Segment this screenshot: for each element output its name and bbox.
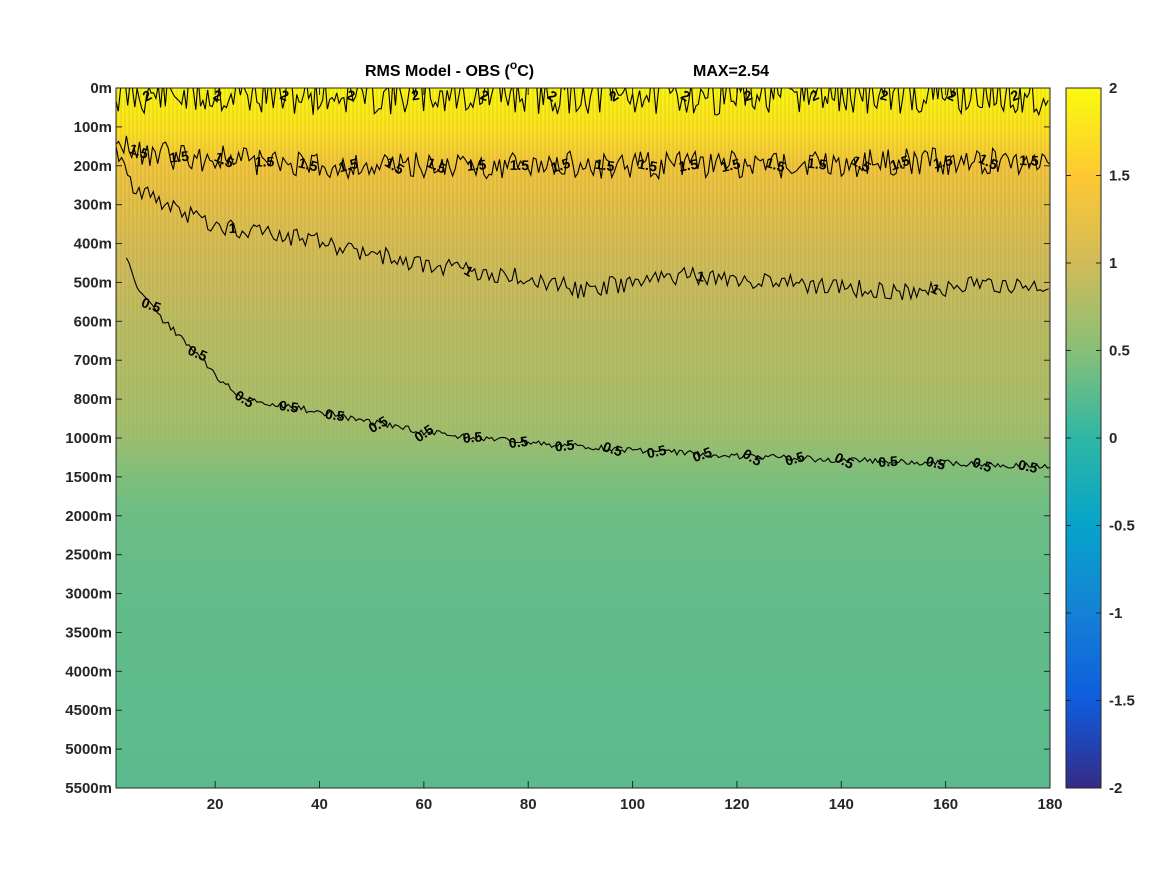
plot-area: 2 2 2 2 2 2 2 2 2 2 2 2 2 21.5 1.5 1.5 1.5 1.5 1.5 1.5 1.5 1.… (115, 86, 1051, 789)
colorbar-tick-label: 0 (1109, 430, 1117, 447)
colorbar-scale (1065, 87, 1102, 789)
y-tick-label: 3000m (65, 586, 112, 603)
x-tick-label: 80 (520, 796, 537, 813)
x-axis: 20 40 60 80 100 120 140 160 180 (207, 88, 1063, 813)
y-tick-label: 1500m (65, 469, 112, 486)
x-tick-label: 20 (207, 796, 224, 813)
contour-label: 2 (410, 86, 421, 103)
y-tick-label: 4000m (65, 663, 112, 680)
contour-lines (116, 88, 1050, 470)
y-tick-label: 500m (74, 274, 112, 291)
contour-label: 1.5 (637, 156, 659, 175)
x-tick-label: 100 (620, 796, 645, 813)
x-tick-label: 60 (416, 796, 433, 813)
contour-label: 1.5 (594, 156, 616, 175)
y-tick-label: 300m (74, 197, 112, 214)
y-tick-label: 100m (74, 119, 112, 136)
contour-label: 1 (695, 268, 706, 285)
contour-label: 1.5 (255, 154, 275, 170)
contour-label: 1.5 (888, 152, 912, 174)
y-tick-label: 200m (74, 158, 112, 175)
y-tick-label: 2500m (65, 547, 112, 564)
colorbar-tick-label: 0.5 (1109, 343, 1130, 360)
x-tick-label: 180 (1037, 796, 1062, 813)
chart-max-label: MAX=2.54 (693, 63, 769, 80)
colorbar-tick-label: -2 (1109, 780, 1122, 797)
contour-label: 0.5 (783, 448, 806, 469)
contour-label: 1.5 (764, 154, 787, 175)
contour-label: 1.5 (510, 157, 530, 173)
contour-label: 0.5 (1017, 456, 1040, 476)
contour-label: 0.5 (645, 442, 668, 462)
colorbar-tick-label: -1 (1109, 605, 1122, 622)
contour-label: 1.5 (212, 148, 237, 171)
contour-label: 1.5 (932, 152, 955, 172)
y-tick-label: 5500m (65, 780, 112, 797)
y-tick-label: 2000m (65, 508, 112, 525)
contour-label: 0.5 (139, 294, 163, 316)
contour-label: 0.5 (508, 433, 529, 451)
colorbar: 2 1.5 1 0.5 0 -0.5 -1 -1.5 -2 (1065, 80, 1135, 797)
contour-label: 2 (879, 86, 890, 103)
contour-label: 1 (228, 220, 237, 236)
y-axis: 0m 100m 200m 300m 400m 500m 600m 700m 800m 1000m 1… (65, 80, 1050, 797)
x-tick-label: 40 (311, 796, 328, 813)
contour-label: 1.5 (169, 148, 190, 166)
colorbar-ticks: 2 1.5 1 0.5 0 -0.5 -1 -1.5 -2 (1066, 80, 1135, 797)
contour-line-1-5 (116, 135, 1050, 181)
contour-label: 0.5 (832, 449, 857, 472)
x-tick-label: 140 (829, 796, 854, 813)
y-tick-label: 800m (74, 391, 112, 408)
y-tick-label: 0m (90, 80, 112, 97)
contour-label: 0.5 (601, 438, 625, 459)
contour-label: 1.5 (719, 155, 742, 175)
y-tick-label: 1000m (65, 430, 112, 447)
contour-label: 1.5 (677, 156, 699, 175)
x-tick-label: 120 (724, 796, 749, 813)
y-tick-label: 5000m (65, 741, 112, 758)
contour-label: 0.5 (186, 342, 210, 364)
contour-label: 1.5 (337, 155, 360, 175)
contour-label: 1.5 (297, 154, 320, 174)
contour-label: 1.5 (424, 154, 448, 177)
contour-label: 1.5 (466, 156, 487, 174)
contour-line-0-5 (125, 257, 1050, 470)
contour-line-1 (116, 146, 1049, 301)
contour-label: 1.5 (1019, 152, 1039, 169)
y-tick-label: 400m (74, 236, 112, 253)
colorbar-tick-label: -1.5 (1109, 693, 1135, 710)
heatmap-striation (116, 88, 1050, 478)
y-tick-label: 700m (74, 352, 112, 369)
contour-label: 0.5 (971, 454, 995, 476)
contour-label: 0.5 (554, 437, 575, 455)
colorbar-tick-label: 2 (1109, 80, 1117, 97)
contour-label: 0.5 (690, 444, 714, 466)
contour-label: 1.5 (549, 155, 572, 176)
contour-label: 0.5 (324, 406, 346, 425)
y-tick-label: 3500m (65, 624, 112, 641)
x-tick-label: 160 (933, 796, 958, 813)
y-tick-label: 600m (74, 313, 112, 330)
contour-label: 1.5 (807, 155, 828, 173)
colorbar-tick-label: 1 (1109, 255, 1117, 272)
contour-label: 0.5 (462, 429, 483, 446)
contour-label: 1.5 (127, 140, 151, 162)
contour-label: 0.5 (924, 453, 947, 473)
y-tick-label: 4500m (65, 702, 112, 719)
colorbar-tick-label: 1.5 (1109, 168, 1130, 185)
contour-label: 1.5 (976, 150, 1001, 173)
contour-label: 0.5 (278, 397, 300, 416)
contour-label: 0.5 (878, 453, 899, 470)
colorbar-tick-label: -0.5 (1109, 518, 1135, 535)
contour-line-2 (116, 88, 1049, 117)
chart-title: RMS Model - OBS (oC) (365, 58, 534, 80)
